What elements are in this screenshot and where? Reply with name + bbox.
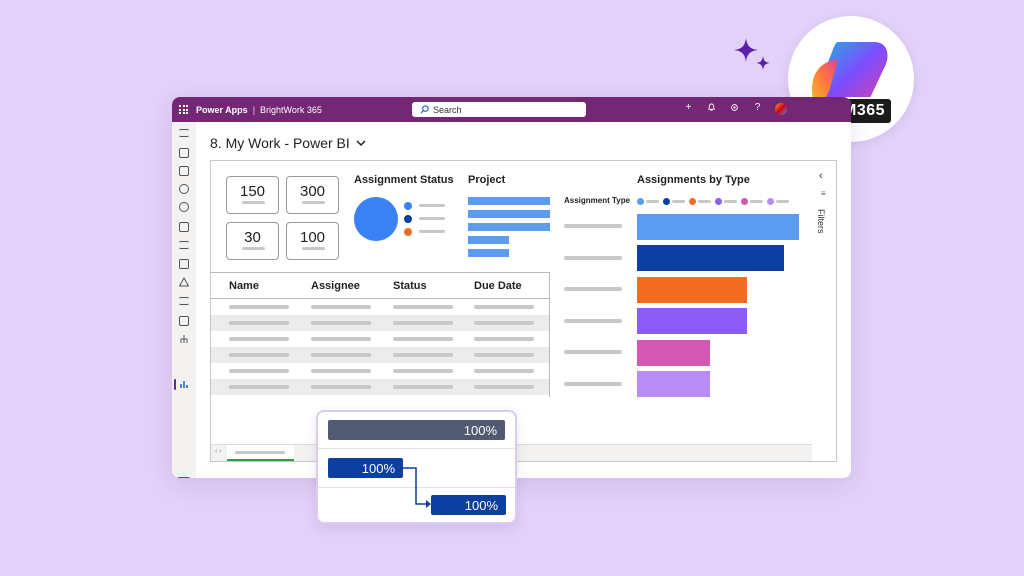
- filters-label: Filters: [816, 209, 826, 234]
- help-icon[interactable]: ?: [754, 102, 761, 113]
- search-placeholder: Search: [433, 104, 462, 115]
- warning-icon[interactable]: [179, 277, 189, 287]
- table-row[interactable]: [211, 347, 549, 363]
- table-row[interactable]: [211, 315, 549, 331]
- column-header[interactable]: Due Date: [474, 280, 522, 292]
- sparkle-icon: [734, 38, 770, 70]
- kpi-card[interactable]: 30: [226, 222, 279, 260]
- table-row[interactable]: [211, 299, 549, 315]
- top-bar: Power Apps | BrightWork 365 Search + ?: [172, 97, 851, 122]
- project-bar[interactable]: [468, 210, 550, 218]
- column-header[interactable]: Name: [229, 280, 259, 292]
- search-icon: [420, 105, 429, 114]
- legend-dot: [404, 202, 412, 210]
- left-navigation: PA: [172, 122, 196, 478]
- kpi-value: 300: [299, 183, 326, 200]
- chevron-down-icon[interactable]: [356, 139, 366, 147]
- kpi-value: 150: [239, 183, 266, 200]
- pie-chart-icon[interactable]: [179, 184, 189, 194]
- pa-badge[interactable]: PA: [176, 477, 191, 478]
- progress-value: 100%: [464, 497, 498, 513]
- project-title: Project: [468, 174, 506, 186]
- kpi-card[interactable]: 300: [286, 176, 339, 214]
- progress-bar: 100%: [431, 495, 506, 515]
- page-title-text: 8. My Work - Power BI: [210, 135, 350, 151]
- home-icon[interactable]: [179, 148, 189, 158]
- briefcase-icon[interactable]: [179, 316, 189, 326]
- assignments-table: Name Assignee Status Due Date: [211, 272, 550, 397]
- hierarchy-icon[interactable]: [179, 334, 189, 344]
- progress-bar: 100%: [328, 458, 403, 478]
- assignments-by-type-title: Assignments by Type: [637, 174, 750, 186]
- filter-icon: ≡: [821, 189, 826, 198]
- type-bar[interactable]: [637, 308, 747, 334]
- kpi-value: 30: [244, 229, 261, 246]
- project-bar[interactable]: [468, 236, 509, 244]
- settings-list-icon[interactable]: [179, 297, 189, 305]
- type-bar[interactable]: [637, 277, 747, 303]
- column-header[interactable]: Assignee: [311, 280, 360, 292]
- assignment-status-title: Assignment Status: [354, 174, 454, 186]
- type-bar[interactable]: [637, 371, 710, 397]
- search-input[interactable]: Search: [412, 102, 586, 117]
- progress-value: 100%: [361, 460, 395, 476]
- app-name[interactable]: Power Apps: [196, 104, 248, 115]
- task-list-icon[interactable]: [179, 241, 189, 249]
- progress-bar: 100%: [328, 420, 505, 440]
- filters-pane[interactable]: ‹ ≡ Filters: [812, 160, 837, 462]
- nav-active-indicator: [174, 379, 176, 390]
- assignment-status-pie[interactable]: [354, 197, 398, 241]
- type-bar[interactable]: [637, 214, 799, 240]
- globe-icon[interactable]: [179, 202, 189, 212]
- table-row[interactable]: [211, 331, 549, 347]
- app-launcher-icon[interactable]: [179, 105, 188, 114]
- bell-icon[interactable]: [707, 103, 716, 112]
- progress-value: 100%: [463, 422, 497, 438]
- plus-icon[interactable]: +: [685, 102, 692, 113]
- inbox-icon[interactable]: [179, 222, 189, 232]
- kpi-card[interactable]: 100: [286, 222, 339, 260]
- project-bar[interactable]: [468, 197, 550, 205]
- report-page-tab[interactable]: [227, 445, 294, 461]
- checkbox-icon[interactable]: [179, 166, 189, 176]
- environment-name[interactable]: BrightWork 365: [260, 104, 322, 115]
- hamburger-menu-icon[interactable]: [179, 129, 189, 137]
- legend-dot: [404, 228, 412, 236]
- table-row[interactable]: [211, 363, 549, 379]
- chevron-left-icon[interactable]: ‹: [819, 170, 823, 182]
- project-bar[interactable]: [468, 249, 509, 257]
- bar-chart-icon[interactable]: [179, 379, 189, 389]
- type-bar[interactable]: [637, 245, 784, 271]
- kpi-card[interactable]: 150: [226, 176, 279, 214]
- project-bar[interactable]: [468, 223, 550, 231]
- gear-icon[interactable]: [730, 103, 739, 112]
- page-title[interactable]: 8. My Work - Power BI: [210, 135, 366, 151]
- legend-label: Assignment Type: [564, 196, 631, 205]
- copilot-button-icon[interactable]: [775, 103, 787, 115]
- progress-rollup-card: 100% 100% 100%: [316, 410, 517, 524]
- document-list-icon[interactable]: [179, 259, 189, 269]
- table-row[interactable]: [211, 379, 549, 395]
- type-bar[interactable]: [637, 340, 710, 366]
- legend-dot: [404, 215, 412, 223]
- column-header[interactable]: Status: [393, 280, 427, 292]
- kpi-value: 100: [299, 229, 326, 246]
- page-nav-arrows-icon[interactable]: ‹ ›: [215, 448, 222, 455]
- connector-arrow-icon: [402, 467, 431, 508]
- title-separator: |: [252, 104, 256, 115]
- copilot-icon: [812, 42, 888, 106]
